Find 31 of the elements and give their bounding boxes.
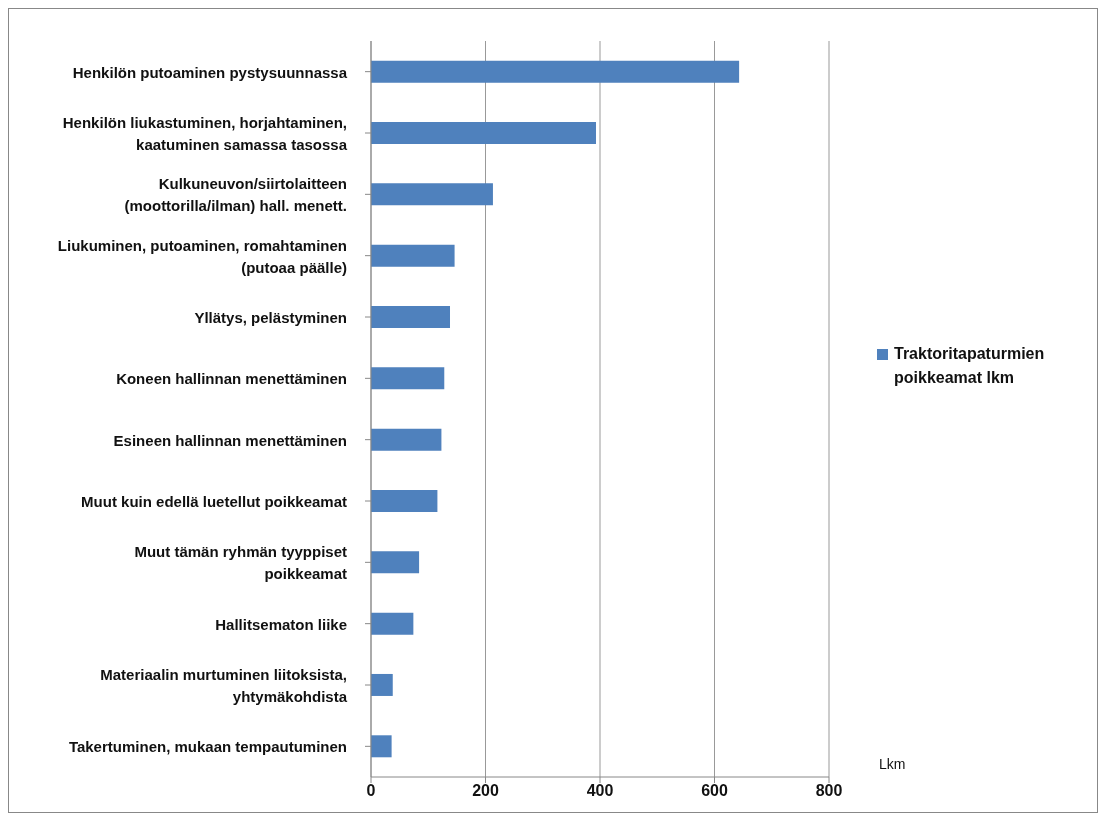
y-tick-label: Esineen hallinnan menettäminen [113,431,347,449]
bar [371,612,414,635]
x-axis-title: Lkm [879,756,906,772]
y-tick-label: Liukuminen, putoaminen, romahtaminen (putoaa päälle) [57,236,347,276]
bar [371,735,392,758]
x-tick-label: 0 [366,782,376,800]
bar [371,367,445,390]
bar [371,183,493,206]
y-tick-label: Hallitsematon liike [215,615,347,633]
y-tick-label: Takertuminen, mukaan tempautuminen [68,737,347,755]
y-tick-label: Kulkuneuvon/siirtolaitteen (moottorilla/ilman) hall. menett. [124,174,347,214]
bar [371,673,393,696]
bar [371,244,455,267]
y-tick-label: Henkilön liukastuminen, horjahtaminen, kaatuminen samassa tasossa [62,113,348,153]
y-tick-label: Koneen hallinnan menettäminen [116,369,347,387]
y-tick-label: Muut kuin edellä luetellut poikkeamat [81,492,347,510]
bar [371,305,451,328]
x-tick-label: 800 [815,782,843,800]
x-tick-label: 600 [701,782,728,800]
bar [371,551,420,574]
bar [371,60,740,83]
y-tick-label: Materiaalin murtuminen liitoksista, yhtymäkohdista [100,665,348,705]
bar [371,121,596,144]
bar [371,428,442,451]
y-tick-label: Henkilön putoaminen pystysuunnassa [72,63,348,81]
x-tick-label: 400 [586,782,614,800]
x-tick-label: 200 [472,782,499,800]
bar [371,489,438,512]
y-tick-label: Muut tämän ryhmän tyyppiset poikkeamat [134,542,347,582]
legend-label: Traktoritapaturmien poikkeamat lkm [894,343,1046,388]
y-tick-label: Yllätys, pelästyminen [194,308,347,326]
